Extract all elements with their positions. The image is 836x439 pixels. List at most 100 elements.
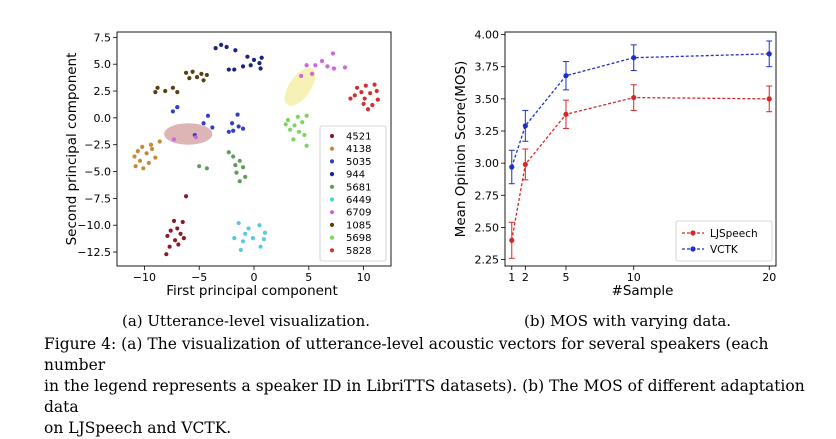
data-point-VCTK-3 (631, 55, 637, 61)
highlight-ellipse-1 (284, 67, 316, 106)
scatter-point-5698-9 (291, 137, 296, 142)
highlight-ellipse-0 (164, 123, 213, 145)
scatter-point-1085-1 (190, 69, 195, 74)
scatter-point-6709-10 (299, 73, 304, 79)
legend-label-6449: 6449 (346, 195, 371, 206)
y-tick-label-a-0: 7.5 (94, 31, 112, 44)
scatter-point-5681-0 (197, 164, 202, 169)
y-tick-label-a-2: 2.5 (94, 85, 112, 98)
scatter-point-5828-5 (374, 88, 379, 94)
data-point-VCTK-1 (522, 123, 528, 129)
scatter-point-4138-7 (146, 160, 151, 166)
legend-label-1085: 1085 (346, 220, 371, 231)
scatter-point-944-3 (233, 48, 238, 53)
scatter-point-5828-9 (361, 101, 366, 107)
scatter-point-4521-1 (171, 218, 177, 224)
x-tick-label-a-3: 5 (305, 271, 312, 284)
scatter-point-1085-2 (199, 71, 204, 76)
legend-label-5035: 5035 (346, 157, 371, 168)
scatter-point-1085-7 (155, 85, 160, 90)
scatter-point-944-1 (219, 42, 224, 47)
scatter-point-4138-3 (144, 151, 149, 156)
figure-caption-line-3: on LJSpeech and VCTK. (44, 419, 232, 437)
scatter-point-6449-1 (246, 226, 251, 231)
legend-label-5828: 5828 (346, 246, 371, 257)
legend-marker-4521 (329, 133, 335, 139)
scatter-point-4138-10 (149, 146, 155, 152)
y-tick-label-b-5: 3.50 (475, 93, 500, 106)
scatter-point-5698-7 (296, 129, 302, 134)
scatter-point-5828-7 (362, 96, 367, 101)
legend-box-b (675, 220, 773, 262)
scatter-point-4138-8 (133, 164, 138, 169)
x-tick-label-a-4: 10 (357, 271, 371, 284)
scatter-point-944-9 (240, 64, 246, 69)
scatter-point-4138-1 (148, 142, 154, 147)
scatter-point-6709-9 (309, 71, 315, 76)
scatter-point-6449-7 (250, 235, 256, 241)
y-tick-label-b-0: 2.25 (475, 254, 500, 267)
x-tick-label-a-0: −10 (133, 271, 156, 284)
scatter-point-5698-2 (304, 113, 309, 118)
scatter-point-5035-6 (229, 121, 235, 126)
legend-label-6709: 6709 (346, 208, 371, 219)
scatter-point-6709-6 (331, 66, 337, 71)
legend-marker-5035 (329, 159, 335, 164)
scatter-point-5698-3 (283, 122, 288, 127)
scatter-point-6709-8 (304, 63, 309, 68)
scatter-point-6449-0 (236, 220, 241, 226)
y-tick-label-a-5: −5.0 (84, 166, 111, 179)
scatter-point-5828-10 (370, 102, 375, 108)
x-axis-label-a: First principal component (166, 283, 338, 299)
scatter-point-4138-2 (135, 149, 140, 154)
scatter-point-5828-4 (368, 91, 373, 96)
scatter-point-944-10 (232, 67, 237, 72)
scatter-point-5035-3 (201, 121, 206, 126)
legend-marker-5681 (329, 184, 335, 189)
scatter-point-5035-5 (235, 112, 240, 117)
scatter-point-944-6 (259, 55, 264, 60)
scatter-point-5035-7 (236, 124, 241, 129)
y-tick-label-b-3: 3.00 (475, 157, 500, 170)
scatter-point-944-8 (248, 63, 253, 68)
data-point-LJSpeech-4 (766, 96, 772, 102)
scatter-point-5828-0 (363, 83, 368, 88)
y-tick-label-a-8: −12.5 (77, 246, 111, 259)
x-tick-label-b-3: 10 (627, 271, 641, 284)
x-tick-label-b-2: 5 (562, 271, 569, 284)
scatter-point-6709-4 (313, 63, 318, 68)
figure-caption-line-2: in the legend represents a speaker ID in… (44, 377, 805, 416)
scatter-point-1085-6 (201, 78, 206, 83)
subcaption-b: (b) MOS with varying data. (524, 312, 732, 330)
scatter-point-944-11 (226, 67, 231, 72)
scatter-point-5681-6 (240, 165, 246, 170)
scatter-point-5681-5 (233, 163, 238, 168)
x-tick-label-b-0: 1 (508, 271, 515, 284)
scatter-point-944-0 (213, 46, 218, 51)
scatter-point-5698-0 (285, 117, 291, 123)
legend-label-LJSpeech: LJSpeech (710, 228, 758, 240)
scatter-point-5698-4 (292, 123, 297, 128)
legend-marker-6709 (329, 210, 335, 215)
y-tick-label-b-1: 2.50 (475, 221, 500, 234)
legend-label-VCTK: VCTK (710, 244, 739, 256)
y-tick-label-b-4: 3.25 (475, 125, 500, 138)
scatter-point-5828-6 (352, 93, 357, 98)
scatter-point-5828-11 (348, 96, 353, 101)
data-point-LJSpeech-2 (563, 111, 569, 117)
scatter-point-1085-8 (153, 90, 158, 95)
scatter-point-4138-11 (157, 139, 162, 144)
y-tick-label-a-4: −2.5 (84, 139, 111, 152)
x-tick-label-b-4: 20 (762, 271, 776, 284)
scatter-point-6449-8 (261, 237, 266, 242)
legend-marker-LJSpeech (690, 230, 696, 236)
legend-marker-4138 (329, 146, 335, 151)
data-point-VCTK-4 (766, 51, 772, 57)
scatter-point-5681-4 (237, 158, 242, 163)
legend-label-5681: 5681 (346, 182, 371, 193)
scatter-point-944-5 (251, 57, 257, 63)
scatter-point-5681-9 (237, 179, 242, 184)
scatter-point-4521-9 (176, 242, 181, 247)
scatter-point-4521-11 (164, 252, 169, 257)
scatter-point-1085-3 (204, 72, 209, 78)
